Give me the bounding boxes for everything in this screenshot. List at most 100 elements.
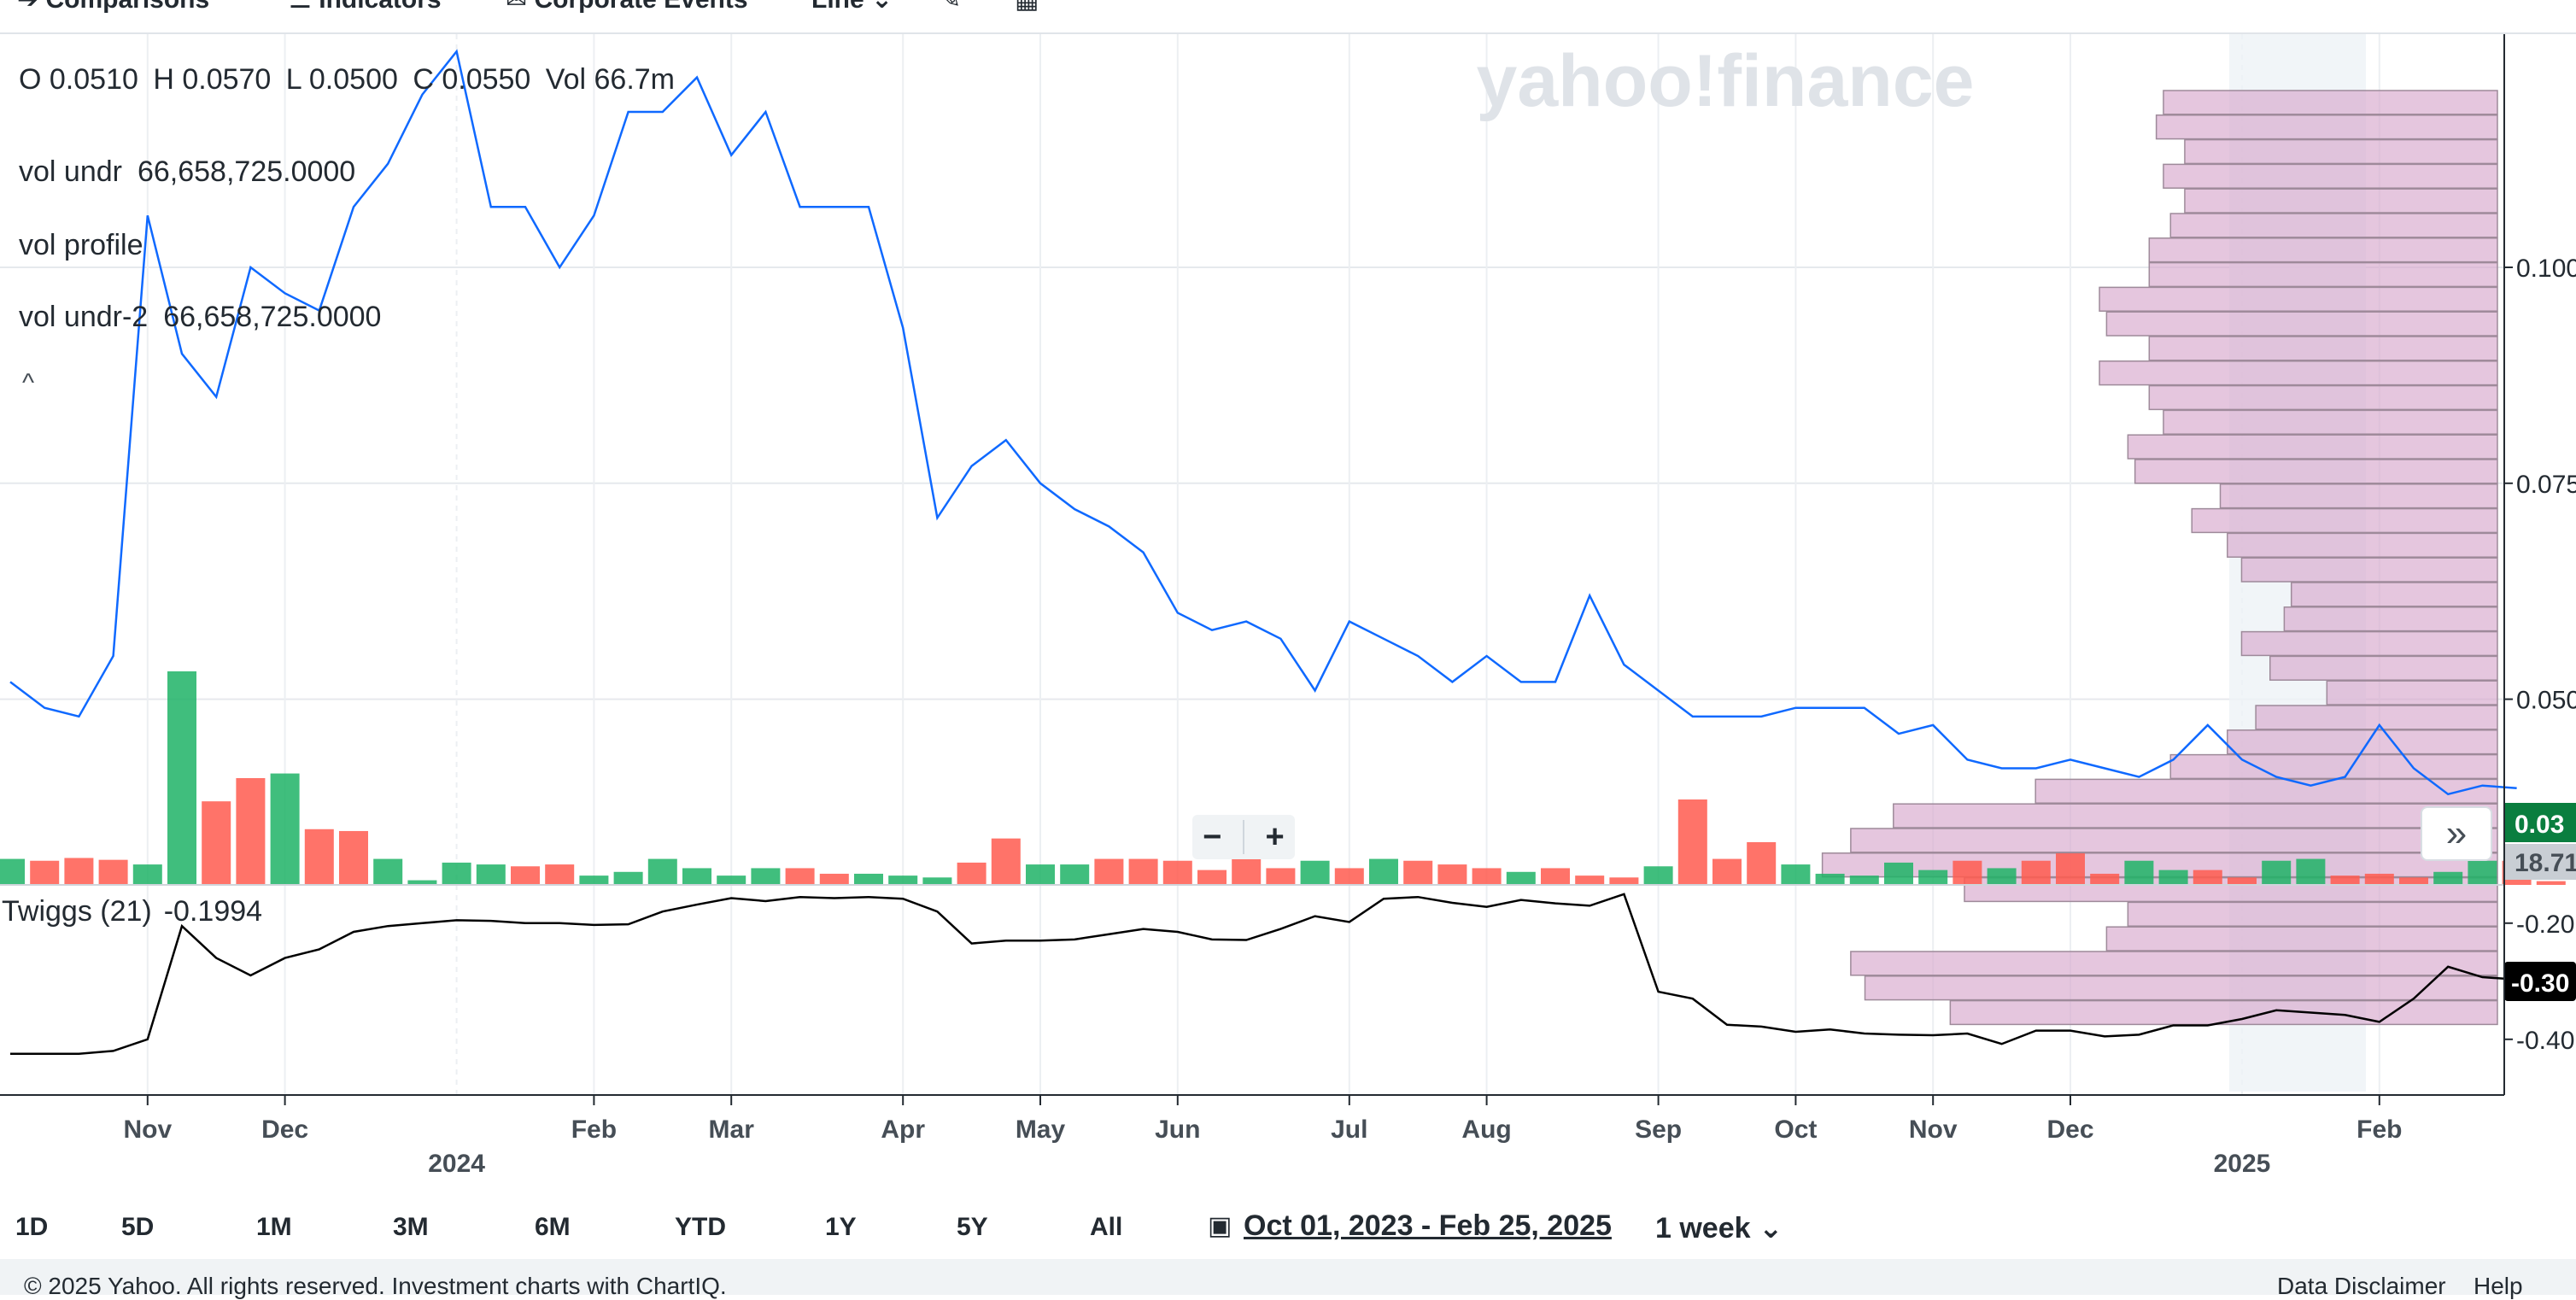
volume-bar [2399,877,2428,885]
volume-value: Vol 66.7m [546,63,675,96]
range-1d-button[interactable]: 1D [15,1213,48,1242]
year-label: 2024 [428,1150,485,1178]
vol-profile-bar [2135,460,2497,483]
volume-bar [888,875,917,885]
volume-bar [1266,868,1295,885]
vol-profile-bar [2228,533,2497,557]
volume-bar [1472,868,1502,885]
volume-bar [0,859,25,885]
vol-profile-bar [2170,214,2497,237]
price-axis-label: 0.100 [2516,255,2576,283]
data-disclaimer-link[interactable]: Data Disclaimer [2277,1273,2446,1300]
price-tag: 0.03 [2515,811,2564,839]
month-label: Mar [709,1116,755,1144]
volume-bar [271,774,300,885]
volume-bar [2159,870,2188,885]
volume-bar [579,875,608,885]
vol-profile-bar [2185,140,2497,164]
volume-bar [1541,868,1570,885]
range-ytd-button[interactable]: YTD [675,1213,726,1242]
range-5y-button[interactable]: 5Y [957,1213,988,1242]
volume-bar [236,778,265,885]
zoom-out-button[interactable]: − [1203,819,1221,856]
month-label: Nov [123,1116,172,1144]
price-line [10,51,2517,794]
month-label: Feb [571,1116,617,1144]
volume-bar [167,671,196,885]
volume-bar [1918,870,1947,885]
vol-profile-bar [1851,952,2497,975]
low-value: L 0.0500 [286,63,398,96]
month-label: Jun [1155,1116,1200,1144]
volume-bar [2365,874,2394,885]
volume-bar [305,829,334,885]
twiggs-label: Twiggs (21) [2,895,152,928]
interval-dropdown[interactable]: 1 week ⌄ [1655,1211,1783,1245]
volume-bar [1747,842,1776,885]
volume-bar [1884,863,1913,885]
volume-bar [545,864,574,885]
range-1m-button[interactable]: 1M [256,1213,292,1242]
month-label: Dec [261,1116,308,1144]
range-all-button[interactable]: All [1090,1213,1122,1242]
volume-bar [1232,857,1261,885]
vol-profile-bar [2157,115,2497,139]
range-6m-button[interactable]: 6M [535,1213,571,1242]
volume-bar [922,877,951,885]
ohlc-readout: O 0.0510 H 0.0570 L 0.0500 C 0.0550 Vol … [19,63,682,97]
date-range-picker[interactable]: Oct 01, 2023 - Feb 25, 2025 [1244,1209,1612,1243]
twiggs-axis-label: -0.20 [2516,911,2574,939]
vol-profile-legend[interactable]: vol profile [19,229,143,262]
range-1y-button[interactable]: 1Y [825,1213,857,1242]
month-label: May [1016,1116,1066,1144]
high-value: H 0.0570 [153,63,271,96]
vol-profile-bar [2149,337,2497,360]
vol-profile-bar [2163,410,2497,434]
volume-bar [1129,859,1158,885]
go-to-latest-button[interactable]: » [2421,806,2492,861]
twiggs-legend[interactable]: Twiggs (21)-0.1994 [2,895,262,928]
vol-profile-bar [2149,238,2497,262]
volume-bar [1678,799,1707,885]
volume-bar [614,872,643,885]
vol-profile-bar [2128,435,2497,459]
volume-bar [751,868,780,885]
volume-bar [2193,870,2222,885]
volume-bar [1644,866,1673,885]
vol-profile-label: vol profile [19,229,143,261]
vol-profile-bar [2284,607,2497,631]
month-label: Dec [2046,1116,2093,1144]
month-label: Aug [1461,1116,1511,1144]
help-link[interactable]: Help [2474,1273,2523,1300]
zoom-in-button[interactable]: + [1266,819,1285,856]
vol-profile-bar [2149,263,2497,287]
volume-bar [2056,853,2085,885]
volume-bar [1988,868,2017,885]
volume-bar [64,858,93,885]
twiggs-axis-label: -0.40 [2516,1027,2574,1055]
close-value: C 0.0550 [413,63,530,96]
volume-bar [2262,861,2291,885]
volume-bar [1507,872,1536,885]
vol-undr-value: 66,658,725.0000 [138,155,355,188]
vol-profile-bar [2163,164,2497,188]
copyright-text: © 2025 Yahoo. All rights reserved. Inves… [24,1273,727,1300]
range-5d-button[interactable]: 5D [121,1213,154,1242]
volume-bar [373,859,402,885]
vol-profile-bar [2327,681,2497,705]
volume-bar [2468,861,2497,885]
collapse-legend-button[interactable]: ^ [22,369,34,398]
volume-bar [133,864,162,885]
volume-bar [682,868,711,885]
volume-bar [2228,877,2257,885]
vol-profile-bar [2035,779,2497,803]
volume-bar [2331,875,2360,885]
volume-bar [1060,864,1089,885]
volume-bar [992,839,1021,885]
vol-profile-bar [2170,755,2497,779]
range-3m-button[interactable]: 3M [393,1213,429,1242]
vol-profile-bar [2099,361,2497,385]
